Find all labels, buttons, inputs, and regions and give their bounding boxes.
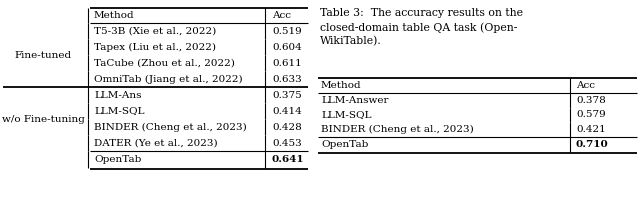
Text: 0.710: 0.710 [576, 140, 609, 149]
Text: LLM-SQL: LLM-SQL [321, 110, 371, 119]
Text: DATER (Ye et al., 2023): DATER (Ye et al., 2023) [94, 138, 218, 147]
Text: LLM-Answer: LLM-Answer [321, 96, 388, 105]
Text: BINDER (Cheng et al., 2023): BINDER (Cheng et al., 2023) [321, 125, 474, 134]
Text: Fine-tuned: Fine-tuned [15, 50, 72, 59]
Text: WikiTable).: WikiTable). [320, 36, 381, 46]
Text: 0.428: 0.428 [272, 122, 301, 131]
Text: OpenTab: OpenTab [321, 140, 369, 149]
Text: closed-domain table QA task (Open-: closed-domain table QA task (Open- [320, 22, 517, 33]
Text: Acc: Acc [272, 11, 291, 20]
Text: Table 3:  The accuracy results on the: Table 3: The accuracy results on the [320, 8, 523, 18]
Text: 0.414: 0.414 [272, 106, 301, 115]
Text: Method: Method [321, 81, 362, 90]
Text: Tapex (Liu et al., 2022): Tapex (Liu et al., 2022) [94, 42, 216, 52]
Text: BINDER (Cheng et al., 2023): BINDER (Cheng et al., 2023) [94, 122, 247, 132]
Text: 0.375: 0.375 [272, 91, 301, 99]
Text: LLM-SQL: LLM-SQL [94, 106, 145, 115]
Text: Acc: Acc [576, 81, 595, 90]
Text: 0.453: 0.453 [272, 138, 301, 147]
Text: 0.633: 0.633 [272, 75, 301, 83]
Text: 0.641: 0.641 [272, 155, 305, 164]
Text: 0.579: 0.579 [576, 110, 605, 119]
Text: 0.604: 0.604 [272, 43, 301, 52]
Text: LLM-Ans: LLM-Ans [94, 91, 141, 99]
Text: w/o Fine-tuning: w/o Fine-tuning [1, 115, 84, 124]
Text: TaCube (Zhou et al., 2022): TaCube (Zhou et al., 2022) [94, 59, 235, 68]
Text: 0.519: 0.519 [272, 26, 301, 36]
Text: T5-3B (Xie et al., 2022): T5-3B (Xie et al., 2022) [94, 26, 216, 36]
Text: 0.378: 0.378 [576, 96, 605, 105]
Text: 0.611: 0.611 [272, 59, 301, 68]
Text: OpenTab: OpenTab [94, 155, 141, 164]
Text: Method: Method [94, 11, 134, 20]
Text: OmniTab (Jiang et al., 2022): OmniTab (Jiang et al., 2022) [94, 74, 243, 83]
Text: 0.421: 0.421 [576, 125, 605, 134]
